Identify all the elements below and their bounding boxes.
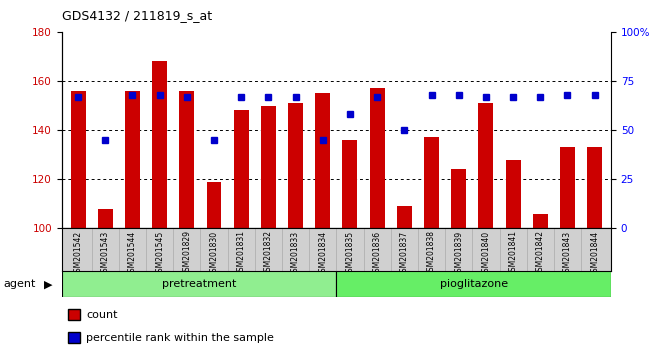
Bar — [71, 91, 86, 228]
Text: GSM201832: GSM201832 — [264, 230, 273, 276]
Bar — [370, 88, 385, 228]
Text: percentile rank within the sample: percentile rank within the sample — [86, 333, 274, 343]
Text: GSM201830: GSM201830 — [209, 230, 218, 276]
Bar — [587, 147, 602, 228]
Text: GSM201842: GSM201842 — [536, 230, 545, 276]
Bar — [98, 209, 112, 228]
Text: GSM201543: GSM201543 — [101, 230, 110, 277]
Text: GSM201833: GSM201833 — [291, 230, 300, 276]
Bar — [560, 147, 575, 228]
Text: GSM201829: GSM201829 — [183, 230, 191, 276]
Text: GSM201834: GSM201834 — [318, 230, 328, 276]
Text: GSM201831: GSM201831 — [237, 230, 246, 276]
Bar — [179, 91, 194, 228]
Text: GSM201839: GSM201839 — [454, 230, 463, 276]
Bar — [506, 160, 521, 228]
Bar — [397, 206, 412, 228]
Bar — [533, 213, 548, 228]
Text: ▶: ▶ — [44, 279, 53, 289]
Bar — [315, 93, 330, 228]
Bar — [424, 137, 439, 228]
Text: GSM201837: GSM201837 — [400, 230, 409, 276]
Text: pretreatment: pretreatment — [162, 279, 236, 289]
Text: agent: agent — [3, 279, 36, 289]
Bar — [152, 61, 167, 228]
Bar — [125, 91, 140, 228]
Text: GSM201844: GSM201844 — [590, 230, 599, 276]
Text: GSM201544: GSM201544 — [128, 230, 137, 277]
FancyBboxPatch shape — [337, 271, 611, 297]
Bar — [207, 182, 222, 228]
Text: GSM201542: GSM201542 — [73, 230, 83, 276]
Bar — [451, 169, 466, 228]
Bar — [261, 105, 276, 228]
Text: GDS4132 / 211819_s_at: GDS4132 / 211819_s_at — [62, 9, 212, 22]
Text: count: count — [86, 310, 118, 320]
Text: GSM201545: GSM201545 — [155, 230, 164, 277]
Bar — [343, 140, 358, 228]
Bar — [478, 103, 493, 228]
Text: GSM201843: GSM201843 — [563, 230, 572, 276]
Bar — [234, 110, 249, 228]
FancyBboxPatch shape — [62, 271, 337, 297]
Text: GSM201838: GSM201838 — [427, 230, 436, 276]
Text: GSM201836: GSM201836 — [372, 230, 382, 276]
Text: GSM201841: GSM201841 — [508, 230, 517, 276]
Text: GSM201835: GSM201835 — [345, 230, 354, 276]
Text: GSM201840: GSM201840 — [482, 230, 490, 276]
Bar — [288, 103, 303, 228]
Text: pioglitazone: pioglitazone — [439, 279, 508, 289]
